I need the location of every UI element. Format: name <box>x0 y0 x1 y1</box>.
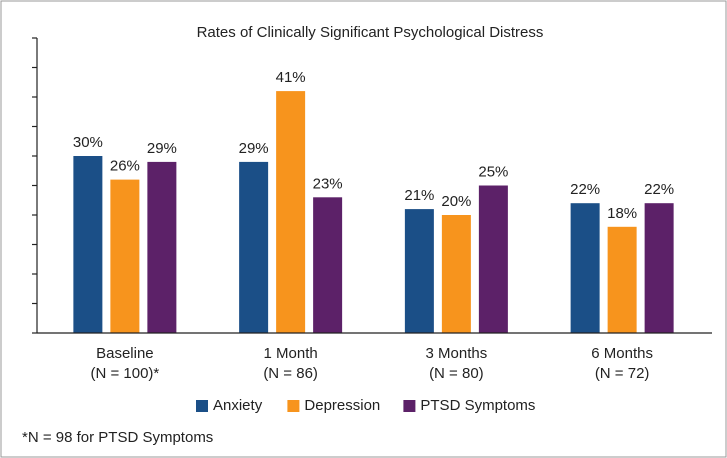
x-tick-sublabel: (N = 72) <box>595 365 650 382</box>
value-label: 22% <box>570 181 600 198</box>
value-label: 22% <box>644 181 674 198</box>
value-label: 20% <box>441 193 471 210</box>
bar <box>404 209 434 333</box>
legend-swatch <box>403 400 416 412</box>
legend-swatch <box>287 400 300 412</box>
value-label: 26% <box>110 158 140 175</box>
x-tick-label: 1 Month <box>264 345 318 362</box>
value-label: 23% <box>313 175 343 192</box>
x-tick-sublabel: (N = 86) <box>263 365 318 382</box>
bar <box>276 91 306 333</box>
legend-swatch <box>196 400 208 412</box>
x-tick-label: 3 Months <box>426 345 488 362</box>
bar <box>570 203 600 333</box>
bar <box>441 215 471 333</box>
x-tick-sublabel: (N = 80) <box>429 365 484 382</box>
legend-label: PTSD Symptoms <box>420 397 535 414</box>
bar <box>110 179 140 333</box>
value-label: 25% <box>478 163 508 180</box>
value-label: 41% <box>276 69 306 86</box>
value-label: 18% <box>607 205 637 222</box>
legend-label: Depression <box>304 397 380 414</box>
bar <box>147 161 177 333</box>
legend-label: Anxiety <box>213 397 263 414</box>
footnote: *N = 98 for PTSD Symptoms <box>22 429 213 446</box>
chart-title: Rates of Clinically Significant Psycholo… <box>197 24 544 41</box>
value-label: 21% <box>404 187 434 204</box>
x-tick-sublabel: (N = 100)* <box>90 365 159 382</box>
bar <box>607 226 637 333</box>
x-tick-label: Baseline <box>96 345 154 362</box>
bar <box>239 161 269 333</box>
bar <box>478 185 508 333</box>
bar <box>644 203 674 333</box>
value-label: 29% <box>147 140 177 157</box>
x-tick-label: 6 Months <box>591 345 653 362</box>
value-label: 30% <box>73 134 103 151</box>
value-label: 29% <box>239 140 269 157</box>
bar <box>313 197 343 333</box>
bar <box>73 156 103 333</box>
